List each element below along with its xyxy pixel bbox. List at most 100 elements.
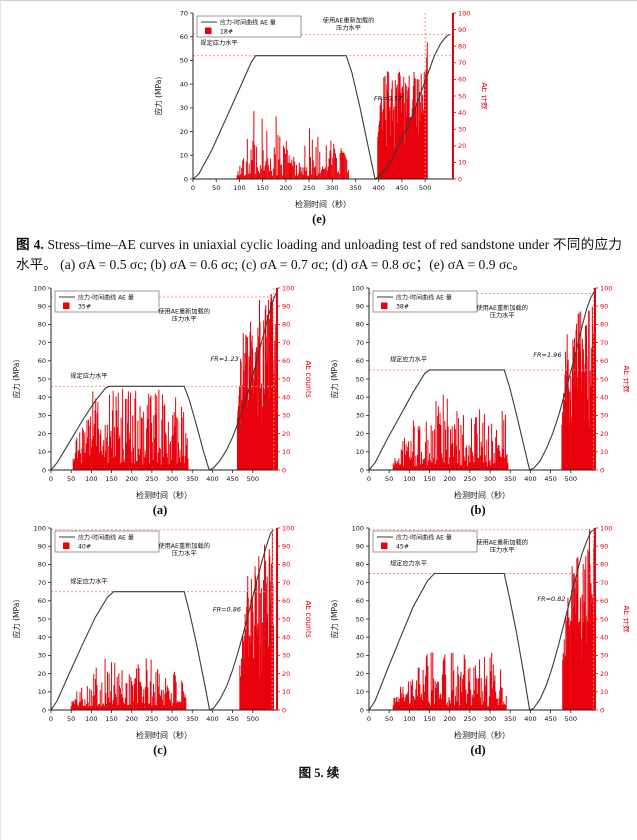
svg-text:100: 100	[600, 524, 612, 532]
svg-text:100: 100	[352, 524, 364, 532]
svg-text:50: 50	[385, 475, 393, 483]
svg-text:50: 50	[282, 375, 290, 383]
svg-text:70: 70	[356, 579, 364, 587]
svg-text:200: 200	[444, 475, 456, 483]
legend-line-label: 应力-时间曲线 AE 量	[396, 533, 452, 541]
svg-text:40: 40	[356, 393, 364, 401]
figure4-caption-label: 图 4.	[16, 237, 44, 252]
chart-e: 0 50 100 150 200 250 300 350 400 450 5000102030405…	[153, 9, 487, 209]
svg-text:200: 200	[126, 715, 138, 723]
svg-text:60: 60	[282, 357, 290, 365]
svg-text:10: 10	[38, 448, 46, 456]
svg-text:350: 350	[504, 475, 516, 483]
svg-text:30: 30	[282, 651, 290, 659]
chart-d: 0 50 100 150 200 250 300 350 400 450 5000102030405…	[329, 524, 629, 740]
svg-text:250: 250	[146, 475, 158, 483]
legend-bar-swatch	[205, 27, 212, 34]
svg-text:40: 40	[600, 633, 608, 641]
svg-text:100: 100	[600, 284, 612, 292]
svg-text:80: 80	[356, 560, 364, 568]
annotation-fr-value: FR=1.23	[210, 355, 238, 363]
svg-text:50: 50	[600, 375, 608, 383]
chart-b: 0 50 100 150 200 250 300 350 400 450 5000102030405…	[329, 284, 629, 500]
chart-block-d: 0 50 100 150 200 250 300 350 400 450 500 0 10 20 30 40 5…	[327, 520, 629, 758]
legend-bar-swatch	[381, 542, 388, 549]
annotation-ae-reload-line1: 使用AE重新加载的	[323, 16, 374, 24]
legend-line-label: 应力-时间曲线 AE 量	[78, 293, 134, 301]
legend-bar-swatch	[63, 542, 70, 549]
legend: 应力-时间曲线 AE 量 35#	[54, 290, 160, 313]
svg-text:200: 200	[280, 184, 292, 192]
y-left-axis-label: 应力 (MPa)	[11, 359, 21, 398]
chart-caption-b: (b)	[470, 502, 486, 517]
svg-text:20: 20	[356, 430, 364, 438]
svg-text:100: 100	[403, 715, 415, 723]
svg-text:350: 350	[186, 715, 198, 723]
chart-block-a: 0 50 100 150 200 250 300 350 400 450 500 0 10 20 30 40 5…	[9, 280, 311, 518]
chart-a: 0 50 100 150 200 250 300 350 400 450 5000102030405…	[11, 284, 311, 500]
figure-row-top: 0 50 100 150 200 250 300 350 400 450 500 0 10 20 30 40 5…	[1, 1, 637, 227]
legend-line-label: 应力-时间曲线 AE 量	[220, 18, 276, 26]
svg-text:70: 70	[600, 339, 608, 347]
chart-block-c: 0 50 100 150 200 250 300 350 400 450 500 0 10 20 30 40 5…	[9, 520, 311, 758]
figure-row-bottom: 0 50 100 150 200 250 300 350 400 450 500 0 10 20 30 40 5…	[1, 520, 637, 758]
svg-text:40: 40	[282, 393, 290, 401]
svg-text:90: 90	[458, 26, 466, 34]
svg-text:40: 40	[38, 393, 46, 401]
svg-text:0: 0	[367, 475, 371, 483]
svg-text:100: 100	[282, 284, 294, 292]
svg-text:40: 40	[600, 393, 608, 401]
svg-text:100: 100	[34, 524, 46, 532]
svg-text:80: 80	[38, 560, 46, 568]
svg-text:400: 400	[206, 475, 218, 483]
y-right-axis-label: AE counts	[304, 600, 311, 637]
svg-text:30: 30	[600, 651, 608, 659]
svg-text:90: 90	[356, 542, 364, 550]
legend-bar-swatch	[63, 302, 70, 309]
x-axis-label: 检测时间（秒）	[136, 730, 192, 740]
stress-curve	[50, 293, 277, 471]
svg-text:150: 150	[105, 475, 117, 483]
ae-bars	[236, 42, 428, 179]
svg-text:20: 20	[356, 670, 364, 678]
svg-text:70: 70	[282, 579, 290, 587]
svg-text:70: 70	[600, 579, 608, 587]
svg-text:400: 400	[524, 715, 536, 723]
annotation-fr-value: FR=0.82	[537, 595, 565, 603]
y-right-axis-label: AE 计数	[480, 82, 487, 110]
svg-text:10: 10	[600, 688, 608, 696]
svg-text:20: 20	[38, 430, 46, 438]
y-right-axis-label: AE 计数	[622, 365, 629, 393]
legend: 应力-时间曲线 AE 量 38#	[372, 290, 478, 313]
annotation-specified-stress-level: 规定应力水平	[70, 577, 107, 585]
svg-text:250: 250	[464, 715, 476, 723]
svg-text:60: 60	[282, 597, 290, 605]
svg-text:100: 100	[282, 524, 294, 532]
annotation-ae-reload-line1: 使用AE重新加载的	[158, 307, 209, 315]
svg-text:300: 300	[166, 715, 178, 723]
svg-text:80: 80	[38, 320, 46, 328]
y-left-axis-label: 应力 (MPa)	[329, 599, 339, 638]
svg-text:300: 300	[166, 475, 178, 483]
legend-line-label: 应力-时间曲线 AE 量	[78, 533, 134, 541]
figure5-caption: 图 5. 续	[298, 765, 340, 780]
svg-text:200: 200	[126, 475, 138, 483]
svg-text:0: 0	[282, 706, 286, 714]
legend-sample-label: 45#	[396, 543, 409, 550]
svg-text:0: 0	[458, 175, 462, 183]
y-left-axis-label: 应力 (MPa)	[329, 359, 339, 398]
svg-text:30: 30	[38, 411, 46, 419]
svg-text:20: 20	[282, 430, 290, 438]
svg-text:0: 0	[49, 475, 53, 483]
svg-text:60: 60	[38, 597, 46, 605]
svg-text:50: 50	[385, 715, 393, 723]
svg-text:10: 10	[38, 688, 46, 696]
svg-text:150: 150	[423, 475, 435, 483]
x-axis-label: 检测时间（秒）	[454, 490, 510, 500]
x-axis-label: 检测时间（秒）	[136, 490, 192, 500]
svg-text:450: 450	[226, 475, 238, 483]
axes: 0 50 100 150 200 250 300 350 400 450 5000102030405…	[180, 9, 471, 192]
svg-text:0: 0	[282, 466, 286, 474]
svg-text:50: 50	[212, 184, 220, 192]
svg-text:0: 0	[360, 706, 364, 714]
